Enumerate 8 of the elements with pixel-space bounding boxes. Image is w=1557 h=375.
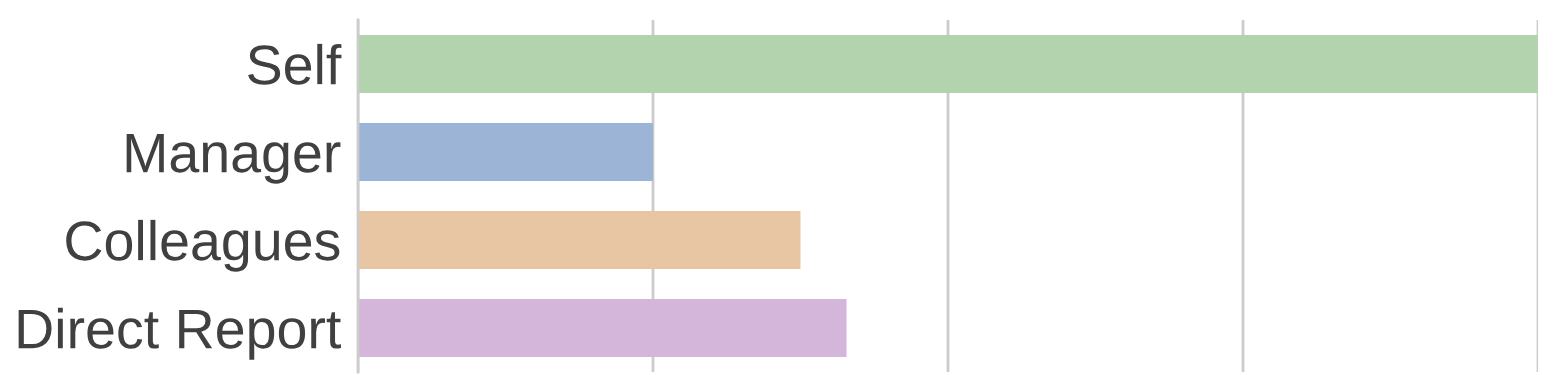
bar	[358, 122, 653, 182]
y-tick-label: Self	[248, 43, 342, 85]
y-tick-label: Manager	[126, 133, 341, 184]
y-tick-label: Colleagues	[66, 219, 340, 272]
bar	[358, 298, 847, 358]
bar	[358, 210, 801, 270]
bar	[358, 34, 1538, 94]
y-tick-label: Direct Report	[18, 307, 341, 360]
